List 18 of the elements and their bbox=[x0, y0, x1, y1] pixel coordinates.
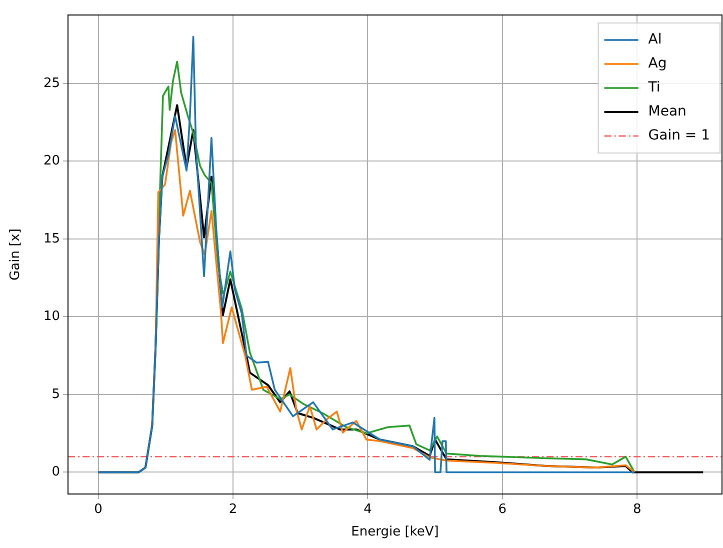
legend-label: Gain = 1 bbox=[648, 128, 710, 144]
y-tick-label: 10 bbox=[43, 309, 60, 324]
y-tick-label: 20 bbox=[43, 154, 60, 169]
x-tick-label: 8 bbox=[632, 502, 642, 518]
x-tick-label: 6 bbox=[498, 502, 507, 518]
y-tick-label: 5 bbox=[52, 386, 60, 402]
legend-label: Al bbox=[648, 32, 662, 48]
x-tick-label: 0 bbox=[94, 502, 102, 518]
legend-label: Ti bbox=[647, 80, 660, 96]
y-axis-title: Gain [x] bbox=[8, 228, 24, 280]
y-tick-label: 15 bbox=[43, 231, 60, 246]
x-tick-label: 4 bbox=[364, 502, 372, 518]
x-tick-label: 2 bbox=[228, 502, 238, 518]
legend-label: Mean bbox=[648, 104, 686, 120]
legend-label: Ag bbox=[648, 56, 667, 72]
x-axis-title: Energie [keV] bbox=[351, 524, 439, 540]
y-tick-label: 0 bbox=[52, 464, 60, 480]
y-tick-label: 25 bbox=[43, 76, 60, 91]
